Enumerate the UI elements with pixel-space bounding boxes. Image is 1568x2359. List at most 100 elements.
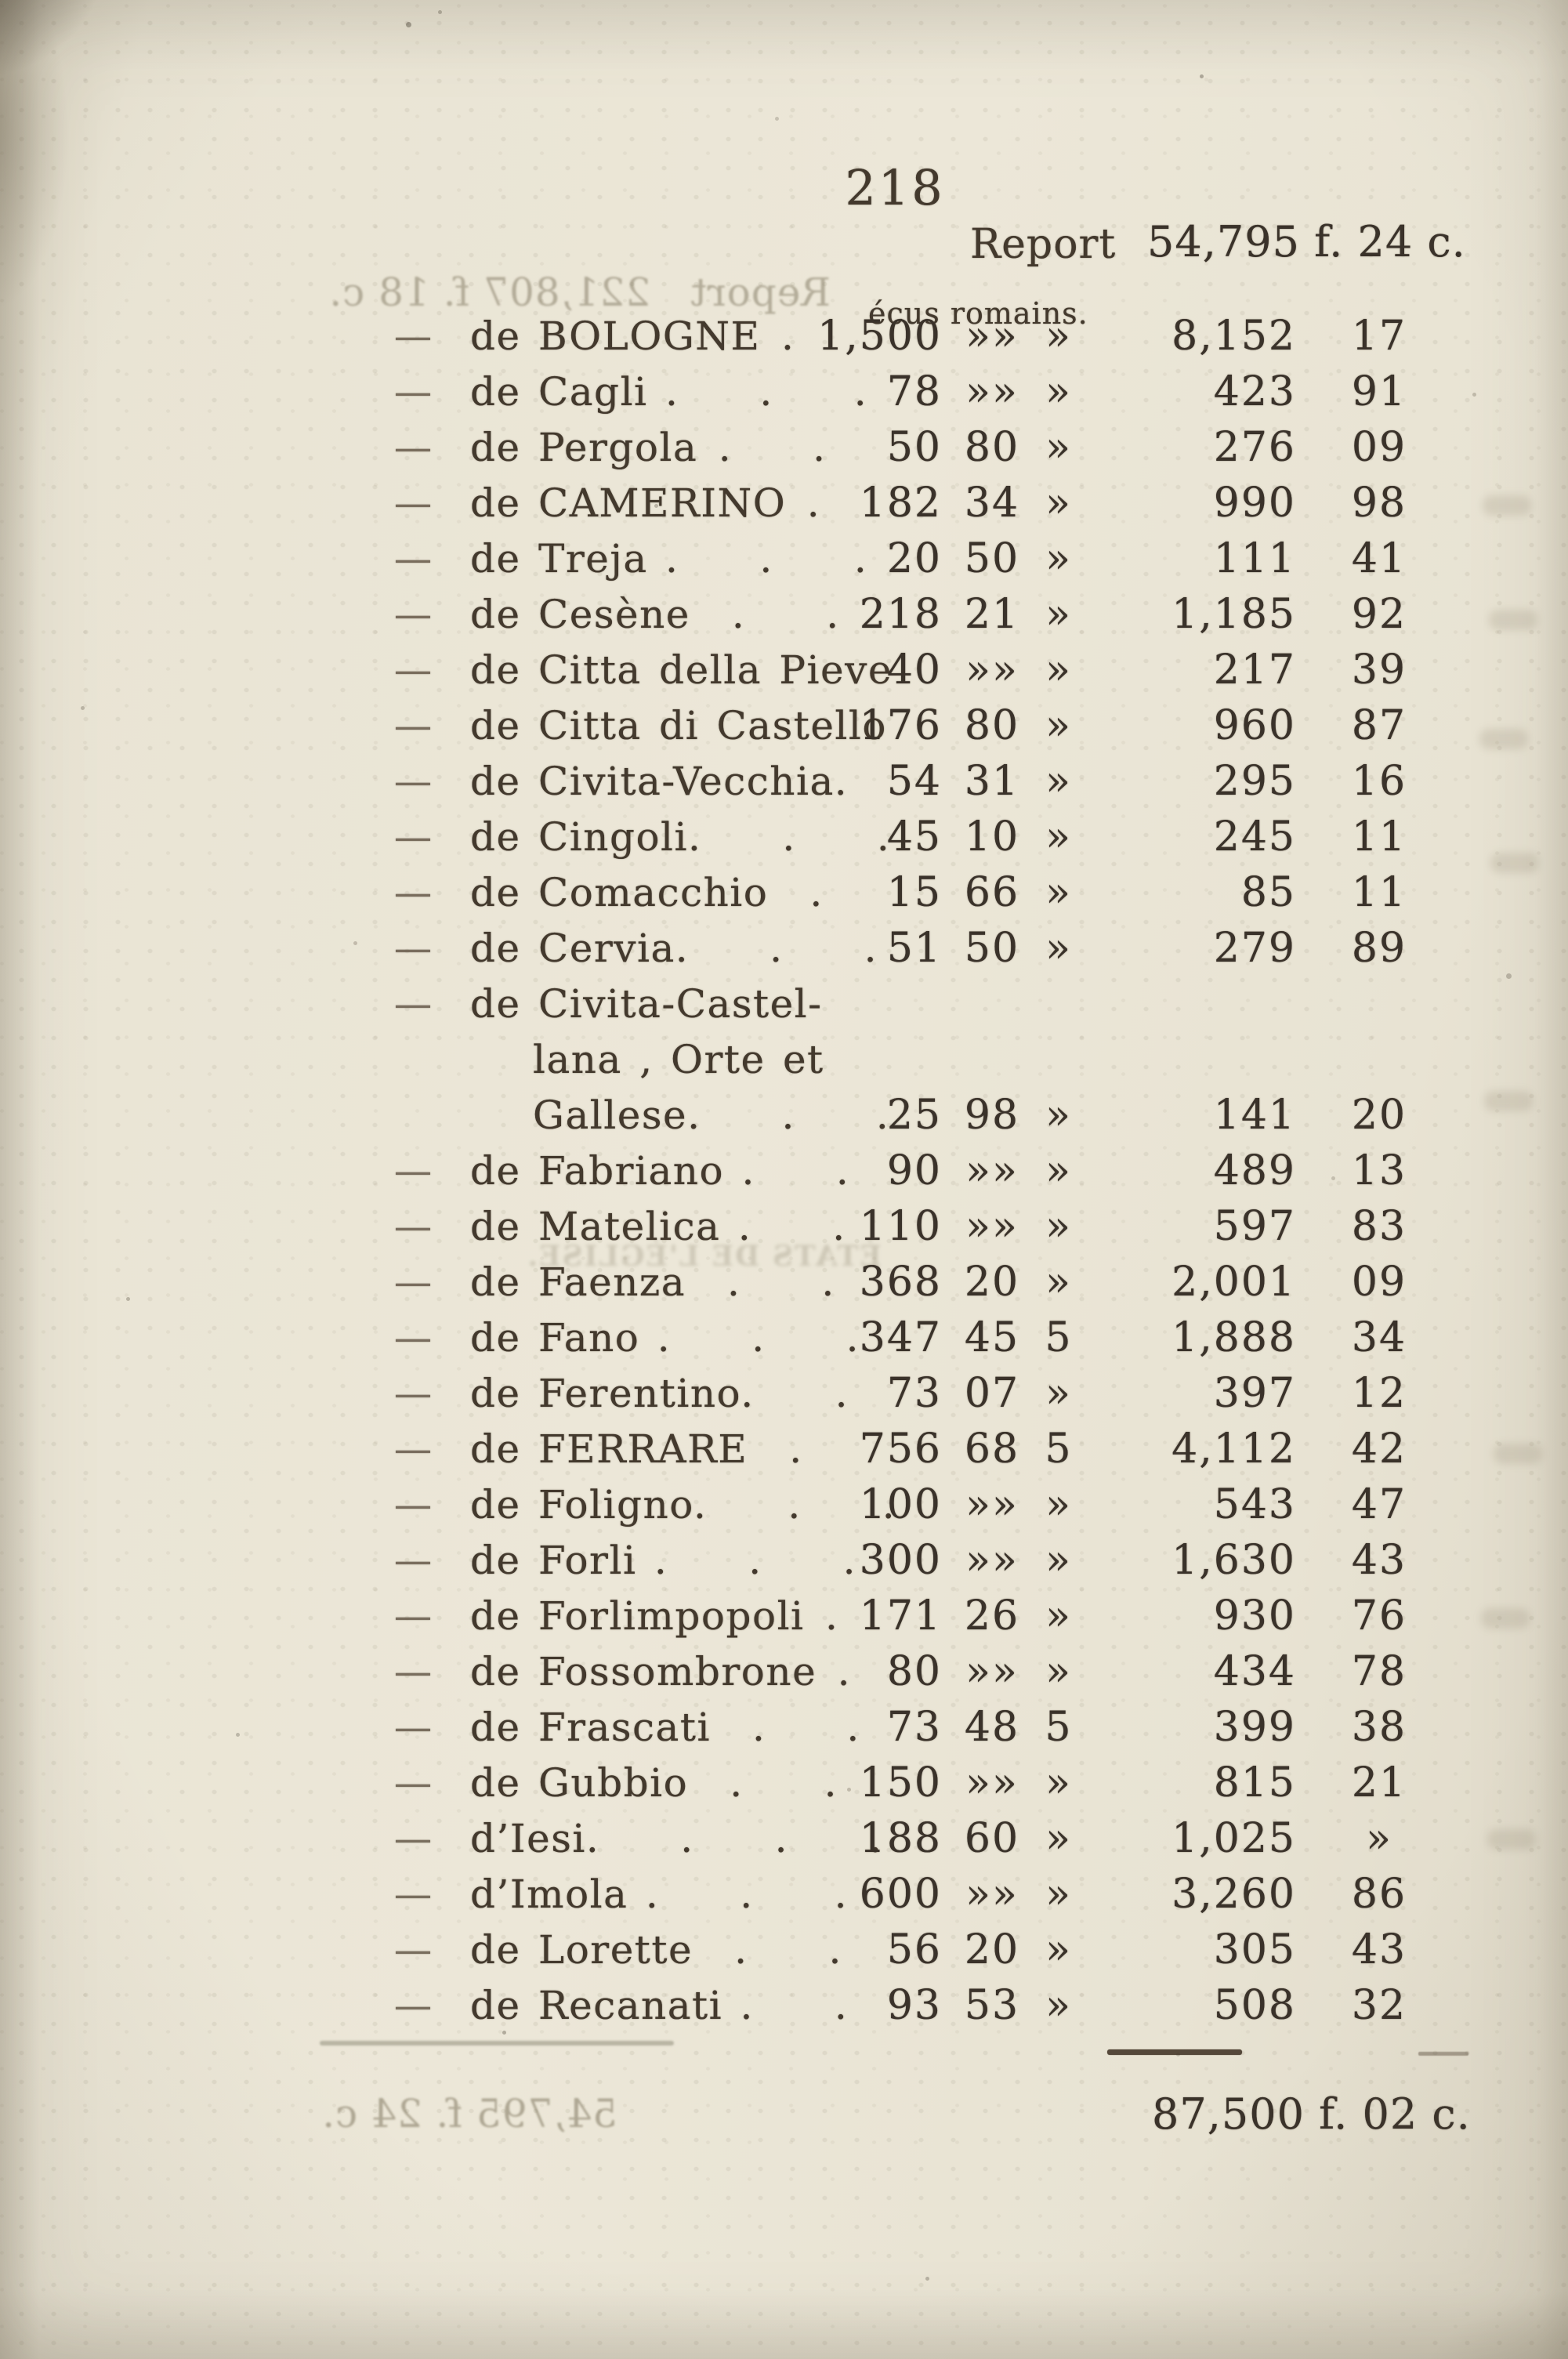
row-extra-value: » bbox=[1045, 702, 1072, 749]
row-francs-value: 508 bbox=[1213, 1982, 1296, 2029]
row-baiocchi-value: »» bbox=[965, 1147, 1019, 1194]
row-extra-value: » bbox=[1045, 591, 1072, 638]
row-francs-value: 543 bbox=[1213, 1481, 1296, 1528]
row-francs-value: 1,025 bbox=[1171, 1815, 1296, 1862]
row-extra-value: » bbox=[1045, 1481, 1072, 1528]
table-row: lana , Orte et bbox=[0, 1032, 1568, 1088]
row-ecus-value: 110 bbox=[859, 1203, 942, 1250]
row-ecus-value: 171 bbox=[859, 1593, 942, 1640]
row-extra-value: » bbox=[1045, 1871, 1072, 1918]
row-extra-value: » bbox=[1045, 480, 1072, 527]
table-row: — de Cervia. . . 51 50 » 279 89 bbox=[0, 921, 1568, 977]
row-centimes-value: 42 bbox=[1351, 1426, 1407, 1473]
row-extra-value: » bbox=[1045, 1593, 1072, 1640]
row-diocese-name: de Forlimpopoli . bbox=[470, 1593, 839, 1639]
row-francs-value: 434 bbox=[1213, 1648, 1296, 1695]
table-row: — de BOLOGNE . 1,500»»» 8,152 17 bbox=[0, 309, 1568, 364]
row-baiocchi-value: »» bbox=[965, 1203, 1019, 1250]
row-diocese-name: de Cesène . . bbox=[470, 592, 840, 637]
row-centimes-value: 87 bbox=[1351, 702, 1407, 749]
row-centimes-value: 89 bbox=[1351, 925, 1407, 972]
row-centimes-value: 09 bbox=[1351, 424, 1407, 471]
row-centimes-value: 78 bbox=[1351, 1648, 1407, 1695]
row-ecus-value: 25 bbox=[886, 1092, 942, 1139]
row-baiocchi-value: »» bbox=[965, 1481, 1019, 1528]
row-dash-icon: — bbox=[394, 1984, 432, 2027]
row-baiocchi-value: »» bbox=[965, 1759, 1019, 1806]
row-centimes-value: 43 bbox=[1351, 1537, 1407, 1584]
table-row: — de Cesène . . 218 21 » 1,185 92 bbox=[0, 587, 1568, 643]
row-francs-value: 489 bbox=[1213, 1147, 1296, 1194]
row-francs-value: 276 bbox=[1213, 424, 1296, 471]
currency-column-note: écus romains. bbox=[868, 296, 1088, 331]
row-centimes-value: 13 bbox=[1351, 1147, 1407, 1194]
row-extra-value: » bbox=[1045, 1537, 1072, 1584]
row-francs-value: 141 bbox=[1213, 1092, 1296, 1139]
row-francs-value: 399 bbox=[1213, 1704, 1296, 1751]
row-centimes-value: 17 bbox=[1351, 313, 1407, 360]
row-extra-value: » bbox=[1045, 1203, 1072, 1250]
row-extra-value: » bbox=[1045, 313, 1072, 360]
margin-smudge bbox=[1484, 1091, 1533, 1111]
row-extra-value: » bbox=[1045, 925, 1072, 972]
row-baiocchi-value: 66 bbox=[964, 869, 1020, 916]
row-francs-value: 960 bbox=[1213, 702, 1296, 749]
row-centimes-value: » bbox=[1366, 1815, 1392, 1862]
margin-smudge bbox=[1494, 1444, 1542, 1464]
row-extra-value: » bbox=[1045, 758, 1072, 805]
margin-smudge bbox=[1479, 729, 1528, 749]
row-baiocchi-value: 45 bbox=[964, 1314, 1020, 1361]
row-dash-icon: — bbox=[394, 1205, 432, 1248]
row-extra-value: » bbox=[1045, 1759, 1072, 1806]
row-dash-icon: — bbox=[394, 1761, 432, 1805]
row-dash-icon: — bbox=[394, 592, 432, 636]
row-dash-icon: — bbox=[394, 314, 432, 358]
row-ecus-value: 600 bbox=[859, 1871, 942, 1918]
row-centimes-value: 76 bbox=[1351, 1593, 1407, 1640]
row-dash-icon: — bbox=[394, 1427, 432, 1471]
row-ecus-value: 182 bbox=[859, 480, 942, 527]
row-dash-icon: — bbox=[394, 1260, 432, 1304]
table-row: — d’Imola . . . 600»»» 3,260 86 bbox=[0, 1867, 1568, 1922]
row-centimes-value: 47 bbox=[1351, 1481, 1407, 1528]
row-extra-value: » bbox=[1045, 1648, 1072, 1695]
row-extra-value: 5 bbox=[1045, 1426, 1073, 1473]
row-diocese-name: de Civita-Castel- bbox=[470, 981, 823, 1027]
row-francs-value: 111 bbox=[1213, 535, 1296, 582]
row-baiocchi-value: »» bbox=[965, 368, 1019, 415]
row-centimes-value: 32 bbox=[1351, 1982, 1407, 2029]
row-diocese-name: de Treja . . . bbox=[470, 536, 868, 582]
table-row: — de Faenza . . 368 20 » 2,001 09 bbox=[0, 1255, 1568, 1310]
row-baiocchi-value: 10 bbox=[964, 814, 1020, 861]
page-number: 218 bbox=[845, 159, 945, 216]
row-francs-value: 597 bbox=[1213, 1203, 1296, 1250]
row-diocese-name: de Cingoli. . . bbox=[470, 814, 891, 860]
total-rule-fragment bbox=[1418, 2052, 1468, 2056]
row-extra-value: » bbox=[1045, 1815, 1072, 1862]
row-ecus-value: 45 bbox=[886, 814, 942, 861]
table-row: — de FERRARE . 756 68 5 4,112 42 bbox=[0, 1422, 1568, 1477]
row-extra-value: » bbox=[1045, 869, 1072, 916]
row-francs-value: 8,152 bbox=[1171, 313, 1296, 360]
row-dash-icon: — bbox=[394, 370, 432, 414]
row-diocese-name: de Foligno. . . bbox=[470, 1482, 896, 1527]
row-francs-value: 245 bbox=[1213, 814, 1296, 861]
row-extra-value: » bbox=[1045, 1259, 1072, 1306]
row-ecus-value: 15 bbox=[886, 869, 942, 916]
row-dash-icon: — bbox=[394, 759, 432, 803]
row-dash-icon: — bbox=[394, 1149, 432, 1193]
table-row: — de Ferentino. . 73 07 » 397 12 bbox=[0, 1366, 1568, 1422]
row-francs-value: 815 bbox=[1213, 1759, 1296, 1806]
row-baiocchi-value: 31 bbox=[964, 758, 1020, 805]
row-dash-icon: — bbox=[394, 1316, 432, 1360]
row-extra-value: » bbox=[1045, 1092, 1072, 1139]
row-diocese-name: de Comacchio . bbox=[470, 870, 824, 915]
row-extra-value: » bbox=[1045, 424, 1072, 471]
row-diocese-name: de Citta di Castello bbox=[470, 703, 888, 748]
row-centimes-value: 38 bbox=[1351, 1704, 1407, 1751]
row-dash-icon: — bbox=[394, 537, 432, 581]
margin-smudge bbox=[1487, 1829, 1536, 1850]
row-centimes-value: 11 bbox=[1351, 814, 1407, 861]
row-ecus-value: 93 bbox=[886, 1982, 942, 2029]
